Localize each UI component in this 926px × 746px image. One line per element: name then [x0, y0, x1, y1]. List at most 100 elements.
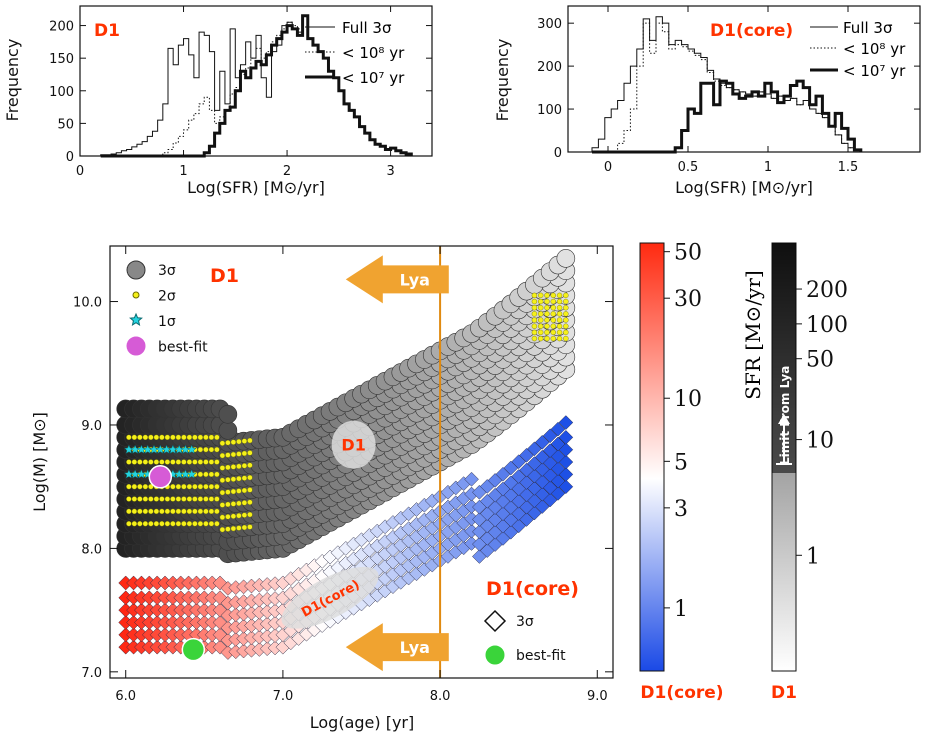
d1-2sigma-point [236, 463, 242, 470]
main-axes: 6.0 7.0 8.0 9.0 7.0 8.0 9.0 10.0 [73, 246, 613, 704]
main-xtick-label: 9.0 [587, 689, 608, 704]
d1-2sigma-point [148, 496, 154, 502]
hist-core-frame [567, 5, 921, 153]
d1-2sigma-point [219, 514, 226, 521]
d1-2sigma-point [236, 500, 242, 507]
d1-2sigma-point [219, 526, 226, 533]
d1-2sigma-point [181, 434, 187, 441]
d1-2sigma-point [142, 521, 149, 527]
hist-core-axes: 0 0.5 1 1.5 0 100 200 300 [537, 6, 920, 175]
d1-2sigma-point [550, 323, 556, 329]
core-3sigma-point [527, 441, 542, 457]
main-ytick-label: 7.0 [81, 666, 102, 681]
d1-legend-title: D1 [210, 265, 239, 287]
d1-2sigma-point [556, 323, 563, 329]
d1-2sigma-point [164, 496, 171, 502]
main-panel: Lya Lya D1 D1(core) 3σ 2σ 1σ best-fit D1 D1(core)… [30, 245, 614, 732]
d1-2sigma-point [214, 471, 220, 478]
hist-core-ytick-label: 200 [537, 60, 562, 75]
d1-2sigma-point [225, 526, 231, 532]
d1-2sigma-point [170, 521, 176, 527]
legend-core-best-fit-icon [484, 644, 506, 666]
hist-d1-title: D1 [94, 21, 120, 41]
d1-2sigma-point [230, 451, 237, 458]
lya-arrow-bottom-arrow-icon [345, 623, 449, 672]
d1-2sigma-point [175, 496, 182, 502]
d1-2sigma-point [203, 471, 209, 478]
d1-2sigma-point [247, 487, 253, 493]
d1-2sigma-point [203, 508, 209, 515]
core-3sigma-point [558, 430, 574, 445]
hist-d1-ytick-label: 150 [49, 52, 74, 67]
core-legend-title: D1(core) [486, 578, 579, 600]
hist-core-legend: Full 3σ < 10⁸ yr < 10⁷ yr [810, 19, 906, 80]
d1-2sigma-point [537, 298, 544, 305]
d1-2sigma-point [164, 508, 171, 515]
d1-2sigma-point [175, 508, 182, 515]
d1-2sigma-point [148, 521, 154, 527]
hist-core-ytick-label: 100 [537, 103, 562, 118]
hist-d1-ytick-label: 100 [49, 85, 74, 100]
lya-arrow-bottom: Lya [345, 623, 449, 672]
d1-2sigma-point [137, 521, 143, 527]
d1-2sigma-point [219, 502, 226, 508]
colorbar-d1-arrow-icon [776, 414, 792, 465]
d1-2sigma-point [563, 311, 569, 317]
d1-2sigma-point [192, 459, 198, 465]
core-3sigma-point [550, 436, 566, 452]
d1-2sigma-point [186, 434, 193, 441]
d1-2sigma-point [537, 305, 544, 311]
d1-3sigma-point [218, 405, 238, 424]
d1-2sigma-point [208, 459, 215, 465]
d1-2sigma-point [208, 508, 215, 515]
hist-core-series-thick [592, 79, 863, 154]
d1-2sigma-point [126, 521, 132, 527]
d1-2sigma-point [181, 459, 187, 465]
lya-arrow-bottom-label: Lya [400, 638, 430, 657]
d1-2sigma-point [563, 305, 569, 311]
d1-2sigma-point [225, 452, 231, 458]
d1-2sigma-point [192, 434, 198, 441]
d1-2sigma-point [214, 446, 220, 453]
d1-2sigma-point [225, 501, 231, 508]
d1-legend-item: 1σ [158, 314, 176, 330]
d1-2sigma-point [544, 329, 550, 336]
d1-2sigma-point [153, 496, 160, 502]
d1-2sigma-point [197, 434, 204, 441]
d1-2sigma-point [563, 329, 569, 336]
d1-2sigma-point [537, 311, 544, 317]
hist-d1-panel: 0 1 2 3 0 50 100 150 200 D1 Full 3σ < 10⁸ yr < 1… [3, 5, 433, 197]
d1-2sigma-point [236, 475, 242, 482]
d1-2sigma-point [219, 452, 226, 459]
d1-2sigma-point [531, 335, 538, 342]
d1-2sigma-point [225, 440, 231, 446]
d1-2sigma-point [225, 477, 231, 483]
d1-2sigma-point [175, 521, 182, 527]
hist-d1-legend-1e8: < 10⁸ yr [342, 44, 405, 62]
d1-2sigma-point [544, 323, 550, 329]
d1-2sigma-point [159, 434, 165, 441]
colorbar-d1-tick-label: 200 [806, 278, 848, 303]
d1-2sigma-point [537, 323, 544, 329]
d1-2sigma-point [236, 525, 242, 531]
hist-core-title: D1(core) [710, 21, 793, 41]
d1-2sigma-point [544, 335, 550, 342]
hist-d1-ytick-label: 200 [49, 20, 74, 35]
d1-2sigma-point [203, 521, 209, 527]
d1-2sigma-point [219, 440, 226, 446]
d1-2sigma-point [208, 483, 215, 490]
hist-core-xtick-label: 1 [764, 160, 772, 175]
colorbar-d1-limit-text: Limit From Lya [778, 366, 792, 465]
d1-2sigma-point [544, 292, 550, 299]
hist-d1-series [100, 14, 413, 158]
d1-2sigma-point [181, 496, 187, 502]
d1-2sigma-point [148, 459, 154, 465]
core-legend-item: 3σ [516, 614, 534, 630]
d1-2sigma-point [170, 434, 176, 441]
d1-2sigma-point [203, 446, 209, 453]
d1-2sigma-point [153, 434, 160, 441]
d1-2sigma-point [563, 335, 569, 342]
hist-core-legend-full: Full 3σ [843, 19, 893, 37]
legend-2sigma-icon [132, 291, 140, 299]
